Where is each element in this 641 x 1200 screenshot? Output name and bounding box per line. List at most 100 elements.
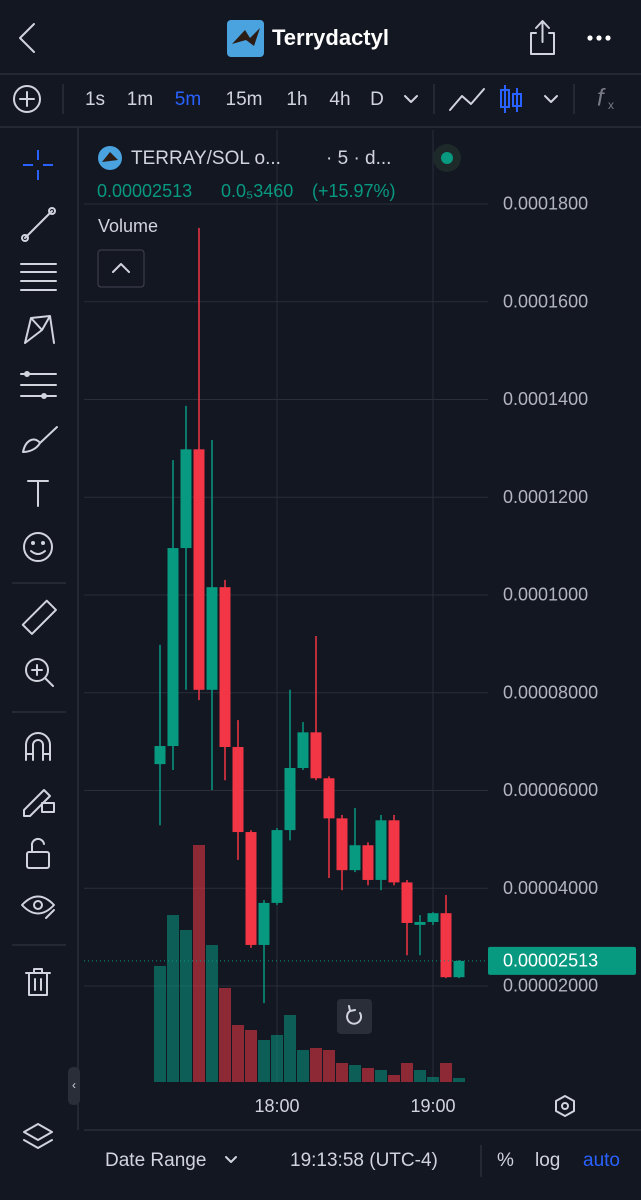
candle-body: [440, 913, 452, 978]
candle-body: [323, 778, 335, 819]
text-tool[interactable]: [27, 480, 49, 507]
lock-drawings-tool[interactable]: [23, 789, 55, 817]
fib-tool[interactable]: [20, 263, 57, 291]
status-dot: [441, 152, 453, 164]
trend-line-tool[interactable]: [21, 207, 56, 242]
magnet-tool[interactable]: [25, 732, 51, 761]
log-button[interactable]: log: [535, 1150, 560, 1171]
more-button[interactable]: [587, 35, 611, 41]
prediction-tool[interactable]: [20, 371, 57, 399]
volume-bar: [401, 1063, 413, 1082]
add-symbol-button[interactable]: [13, 85, 41, 113]
reset-button[interactable]: [337, 999, 372, 1034]
y-tick-label: 0.0001800: [503, 194, 588, 214]
y-tick-label: 0.0001600: [503, 291, 588, 311]
candle-body: [180, 449, 192, 549]
settings-dot[interactable]: [561, 1102, 569, 1110]
volume-bar: [453, 1078, 465, 1082]
indicators-button[interactable]: f: [597, 84, 606, 111]
collapse-icon[interactable]: ‹: [72, 1078, 76, 1092]
candle-body: [258, 902, 270, 945]
lock-tool[interactable]: [26, 837, 50, 869]
volume-bar: [245, 1030, 257, 1082]
volume-bar: [349, 1065, 361, 1082]
volume-bar: [232, 1025, 244, 1082]
app-title: Terrydactyl: [272, 25, 389, 50]
y-tick-label: 0.00004000: [503, 878, 598, 898]
chart-type-dropdown[interactable]: [544, 95, 558, 103]
settings-button[interactable]: [555, 1095, 575, 1117]
candle-body: [232, 746, 244, 833]
interval-button[interactable]: 5m: [175, 89, 201, 110]
volume-bar: [336, 1063, 348, 1082]
back-button[interactable]: [19, 23, 35, 53]
collapse-handle[interactable]: [68, 1067, 80, 1105]
volume-bar: [440, 1063, 452, 1082]
y-tick-label: 0.00002000: [503, 976, 598, 996]
volume-bar: [375, 1070, 387, 1082]
crosshair-tool[interactable]: [23, 150, 53, 180]
volume-bar: [323, 1050, 335, 1082]
interval-button[interactable]: 1m: [127, 89, 153, 110]
brush-tool[interactable]: [22, 426, 58, 453]
volume-bar: [310, 1048, 322, 1082]
percent-button[interactable]: %: [497, 1150, 514, 1171]
candle-body: [310, 732, 322, 779]
volume-bar: [362, 1068, 374, 1082]
last-price-label: 0.00002513: [503, 951, 598, 971]
volume-bar: [167, 915, 179, 1082]
candle-body: [245, 832, 257, 945]
interval-button[interactable]: 4h: [329, 89, 350, 110]
candle-body: [297, 732, 309, 769]
volume-bar: [193, 845, 205, 1082]
collapse-legend-button[interactable]: [97, 249, 145, 288]
volume-bar: [180, 930, 192, 1082]
candle-body: [453, 960, 465, 978]
ruler-tool[interactable]: [21, 599, 57, 635]
candle-chart-button[interactable]: [500, 85, 522, 113]
y-tick-label: 0.0001400: [503, 389, 588, 409]
zoom-tool[interactable]: [25, 658, 54, 687]
candle-body: [388, 820, 400, 883]
pattern-tool[interactable]: [24, 315, 55, 344]
volume-bar: [414, 1070, 426, 1082]
visibility-tool[interactable]: [21, 895, 55, 919]
legend-change: 0.0₅3460: [221, 181, 293, 201]
line-chart-button[interactable]: [449, 88, 485, 111]
reset-icon[interactable]: [346, 1005, 363, 1025]
interval-button[interactable]: 1h: [286, 89, 307, 110]
volume-bar: [297, 1050, 309, 1082]
date-range-button[interactable]: Date Range: [105, 1150, 206, 1171]
volume-label: Volume: [98, 216, 158, 236]
candle-body: [401, 882, 413, 923]
candle-body: [271, 830, 283, 903]
interval-dropdown[interactable]: [404, 95, 418, 103]
volume-bar: [284, 1015, 296, 1082]
interval-button[interactable]: 1s: [85, 89, 105, 110]
candle-body: [427, 913, 439, 922]
candle-body: [284, 768, 296, 831]
indicators-button-sub[interactable]: x: [608, 98, 614, 112]
candle-body: [219, 587, 231, 747]
logo: [227, 20, 264, 57]
candle-body: [167, 548, 179, 747]
volume-bar: [258, 1040, 270, 1082]
interval-button[interactable]: D: [370, 89, 384, 110]
volume-bar: [427, 1077, 439, 1082]
candle-body: [206, 587, 218, 690]
volume-bar: [206, 945, 218, 1082]
candle-body: [349, 845, 361, 871]
interval-button[interactable]: 15m: [226, 89, 263, 110]
x-tick-label: 19:00: [410, 1096, 455, 1116]
legend-symbol: TERRAY/SOL o...: [131, 148, 281, 169]
emoji-tool[interactable]: [23, 532, 53, 562]
delete-tool[interactable]: [25, 968, 51, 996]
chevron-up[interactable]: [112, 263, 130, 273]
y-tick-label: 0.00008000: [503, 682, 598, 702]
y-tick-label: 0.00006000: [503, 780, 598, 800]
layers-button[interactable]: [23, 1123, 53, 1149]
date-range-chevron[interactable]: [225, 1156, 237, 1163]
volume-bar: [271, 1035, 283, 1082]
share-button[interactable]: [530, 20, 555, 55]
auto-button[interactable]: auto: [583, 1150, 620, 1171]
